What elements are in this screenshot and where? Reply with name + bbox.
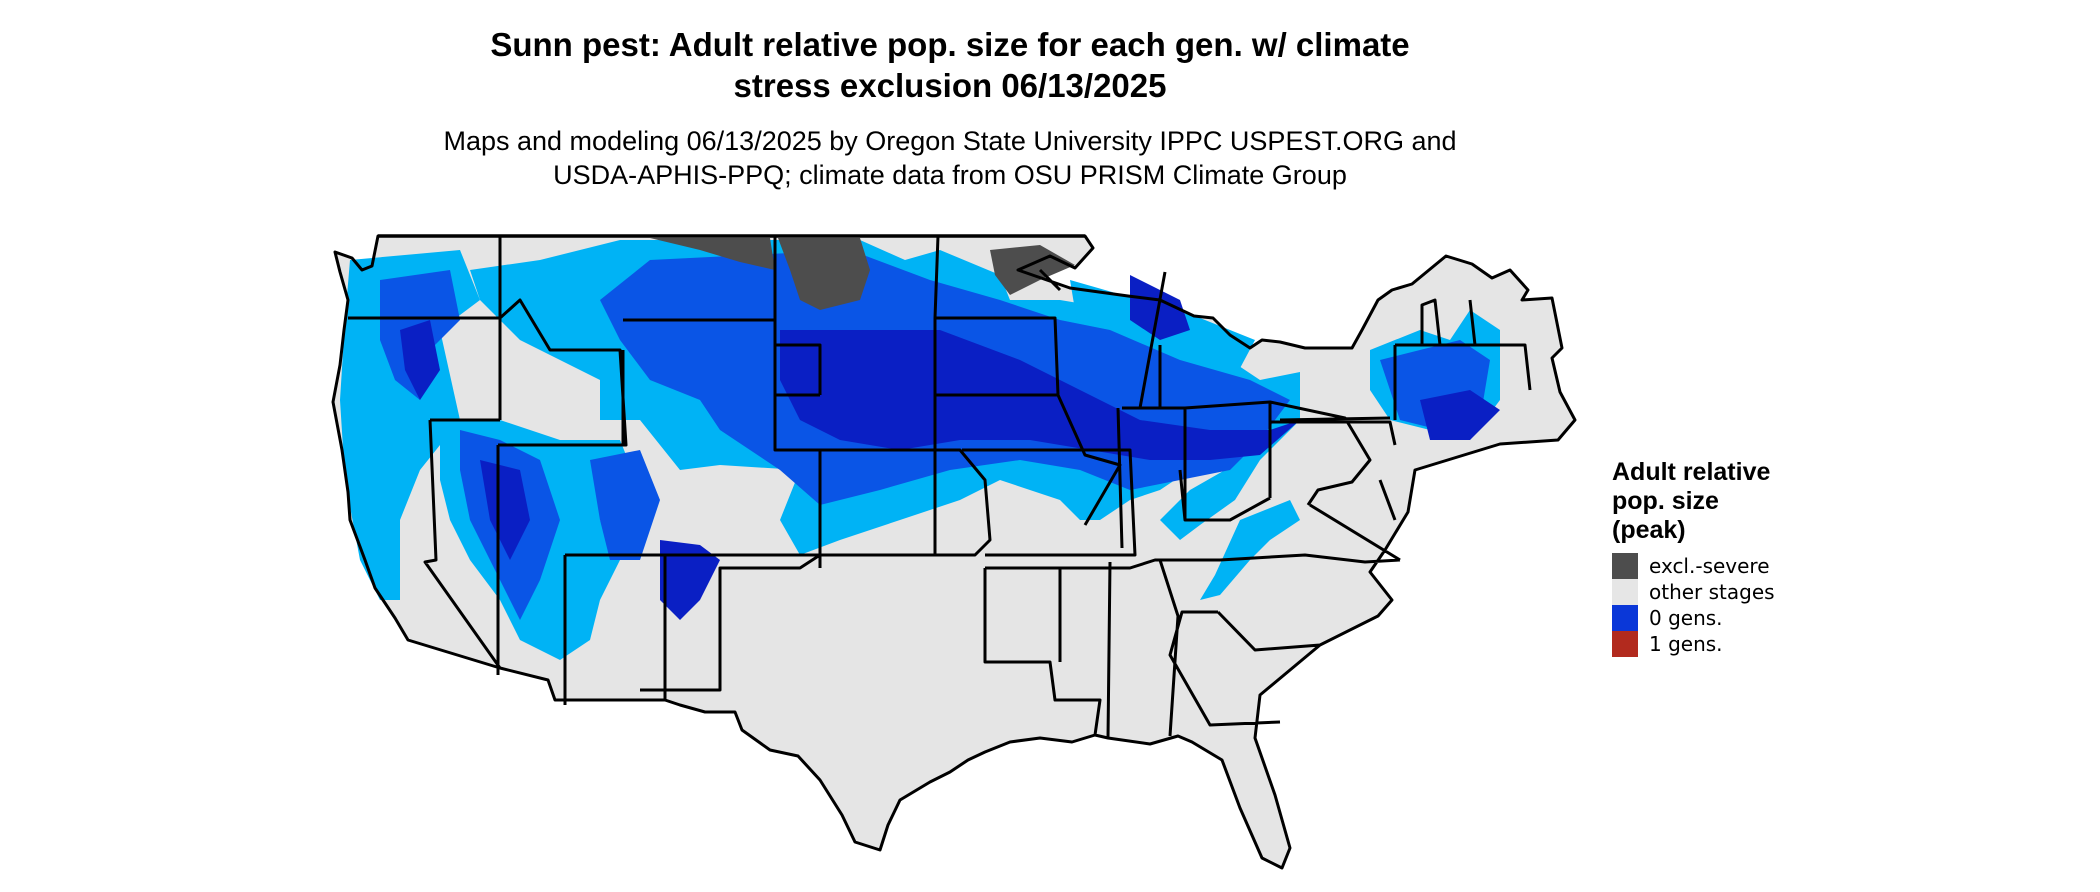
subtitle-line-1: Maps and modeling 06/13/2025 by Oregon S… [443,126,1457,156]
region-fill-dark-blue [480,460,530,560]
legend-label: other stages [1649,580,1775,604]
map-subtitle: Maps and modeling 06/13/2025 by Oregon S… [0,124,1900,192]
legend-swatch [1612,553,1638,579]
region-fill-excluded [778,238,870,310]
legend-swatch [1612,605,1638,631]
subtitle-line-2: USDA-APHIS-PPQ; climate data from OSU PR… [553,160,1347,190]
region-fill-excluded [650,238,775,270]
region-fill-dark-blue [1130,275,1190,340]
legend-item-1-gens: 1 gens. [1612,631,1872,657]
title-line-2: stress exclusion 06/13/2025 [733,67,1167,104]
legend-label: excl.-severe [1649,554,1770,578]
state-border-lines [331,234,1577,870]
legend-item-other-stages: other stages [1612,579,1872,605]
legend-title-line-3: (peak) [1612,516,1686,544]
legend-label: 1 gens. [1649,632,1723,656]
legend-item-excl-severe: excl.-severe [1612,553,1872,579]
region-fill-light-blue [1200,500,1300,600]
legend-label: 0 gens. [1649,606,1723,630]
region-fill-mid-blue [590,450,660,560]
map-title: Sunn pest: Adult relative pop. size for … [0,24,1900,106]
state-borders [331,234,1577,870]
legend-title: Adult relative pop. size (peak) [1612,458,1872,545]
region-fill-dark-blue [400,320,440,400]
legend-item-0-gens: 0 gens. [1612,605,1872,631]
legend-title-line-1: Adult relative [1612,458,1771,486]
legend-items: excl.-severe other stages 0 gens. 1 gens… [1612,553,1872,657]
legend-swatch [1612,631,1638,657]
legend-swatch [1612,579,1638,605]
legend-title-line-2: pop. size [1612,487,1719,515]
legend: Adult relative pop. size (peak) excl.-se… [1612,458,1872,657]
region-fill-light-blue [340,250,480,600]
region-fill-dark-blue [1420,390,1500,440]
title-line-1: Sunn pest: Adult relative pop. size for … [490,26,1410,63]
region-fill-dark-blue [660,540,720,620]
